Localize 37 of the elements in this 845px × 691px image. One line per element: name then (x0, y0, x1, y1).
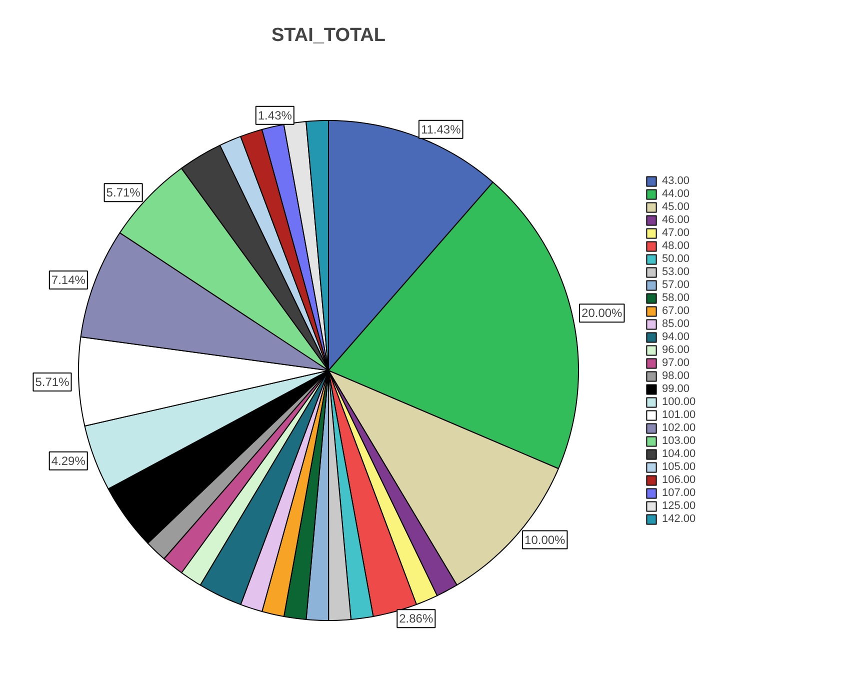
data-label: 2.86% (399, 612, 434, 626)
data-label: 7.14% (51, 273, 86, 287)
legend-label: 101.00 (662, 409, 696, 421)
legend-label: 107.00 (662, 487, 696, 499)
legend-label: 47.00 (662, 227, 690, 239)
legend-label: 46.00 (662, 214, 690, 226)
data-label: 10.00% (524, 532, 566, 547)
data-label: 11.43% (420, 122, 462, 136)
legend-label: 53.00 (662, 266, 690, 278)
data-label: 1.43% (258, 108, 292, 122)
legend-label: 99.00 (662, 383, 690, 395)
legend-label: 105.00 (662, 461, 696, 473)
legend-label: 50.00 (662, 253, 690, 265)
legend-label: 104.00 (662, 448, 696, 460)
legend-label: 44.00 (662, 188, 690, 200)
legend-label: 142.00 (662, 513, 696, 525)
legend-label: 58.00 (662, 292, 690, 304)
legend-label: 103.00 (662, 435, 696, 447)
legend-label: 43.00 (662, 175, 690, 187)
legend-label: 85.00 (662, 318, 690, 330)
legend-label: 125.00 (662, 500, 696, 512)
data-label: 5.71% (106, 186, 141, 200)
legend-label: 67.00 (662, 305, 690, 317)
legend-label: 48.00 (662, 240, 690, 252)
legend-label: 100.00 (662, 396, 696, 408)
legend-label: 102.00 (662, 422, 696, 434)
chart-title: STAI_TOTAL (272, 25, 386, 46)
legend-label: 98.00 (662, 370, 690, 382)
legend-label: 97.00 (662, 357, 690, 369)
data-label: 4.29% (51, 454, 86, 468)
data-label: 5.71% (35, 374, 70, 389)
legend-label: 96.00 (662, 344, 690, 356)
legend-label: 106.00 (662, 474, 696, 486)
data-label: 20.00% (582, 306, 623, 320)
legend-label: 57.00 (662, 279, 690, 291)
legend-label: 45.00 (662, 201, 690, 213)
legend-label: 94.00 (662, 331, 690, 343)
